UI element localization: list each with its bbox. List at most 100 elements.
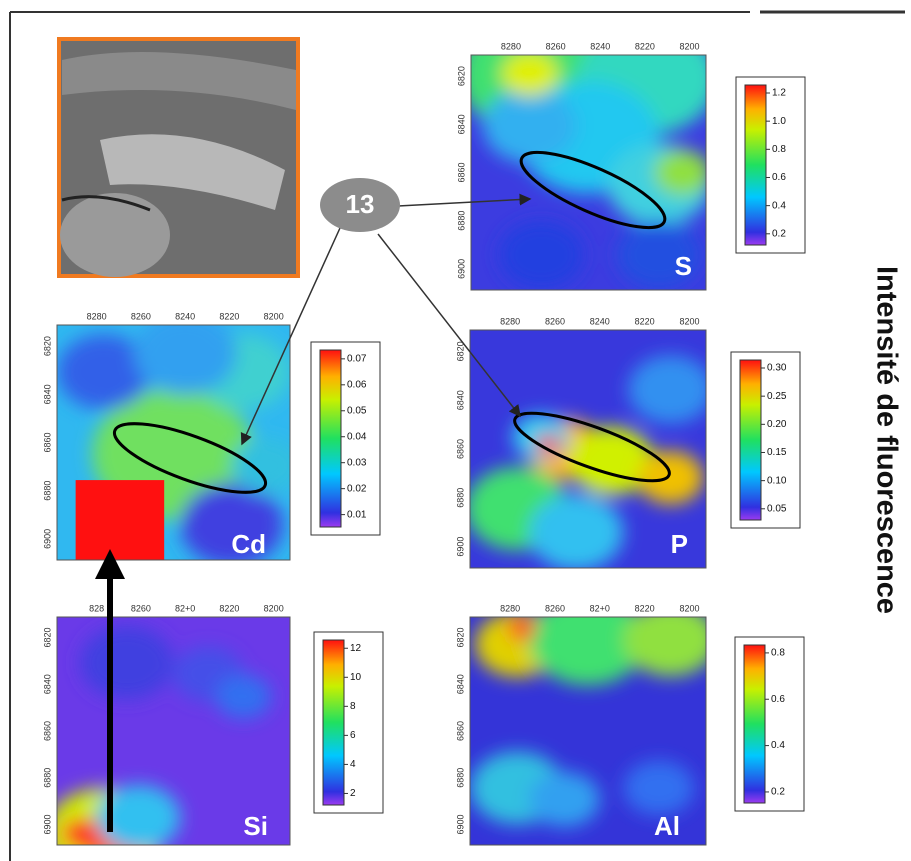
element-map: 8280 8260 8240 8220 8200 6820 6840 6860 6880 6900…	[42, 311, 381, 561]
x-tick-label: 8280	[501, 41, 521, 51]
colorbar-tick-label: 0.06	[347, 379, 367, 390]
heatmap-blob	[96, 784, 181, 845]
map-frame	[470, 54, 707, 291]
map-frame	[56, 324, 291, 561]
annotations	[95, 150, 671, 832]
y-tick-label: 6840	[455, 674, 465, 694]
colorbar-tick-label: 0.05	[767, 503, 787, 514]
heatmap-blob	[616, 220, 702, 289]
heatmap-blob	[80, 626, 174, 700]
x-tick-label: 8240	[175, 311, 195, 321]
x-tick-label: 8200	[680, 41, 700, 51]
side-title: Intensité de fluorescence	[870, 266, 902, 614]
map-label: Si	[243, 811, 268, 841]
x-tick-label: 8200	[679, 316, 699, 326]
x-tick-label: 8200	[264, 603, 284, 613]
heatmap-blob	[215, 674, 272, 719]
colorbar	[743, 644, 766, 804]
colorbar-tick-label: 0.4	[771, 740, 785, 751]
colorbar-tick-label: 0.05	[347, 405, 367, 416]
colorbar-tick-label: 6	[350, 730, 356, 741]
y-tick-label: 6880	[42, 481, 52, 501]
heatmap-blobs	[57, 626, 272, 845]
colorbar-tick-label: 0.15	[767, 447, 787, 458]
callout-label: 13	[346, 189, 375, 219]
heatmap-blob	[529, 772, 600, 827]
heatmap-blob	[529, 617, 647, 686]
element-map: 828 8260 82+0 8220 8200 6820 6840 6860 6880 6900 S…	[42, 603, 384, 846]
colorbar-tick-label: 0.30	[767, 363, 787, 374]
y-tick-label: 6860	[42, 721, 52, 741]
heatmap-blob	[482, 87, 577, 164]
element-map: 8280 8260 8240 8220 8200 6820 6840 6860 6880 6900…	[455, 316, 801, 569]
y-tick-label: 6860	[455, 721, 465, 741]
colorbar-tick-label: 0.8	[772, 144, 786, 155]
y-tick-label: 6860	[42, 432, 52, 452]
x-tick-label: 8260	[546, 41, 566, 51]
colorbar-tick-label: 10	[350, 672, 362, 683]
x-tick-label: 8260	[545, 603, 565, 613]
map-frame	[469, 616, 707, 846]
x-tick-label: 82+0	[175, 603, 195, 613]
colorbar	[744, 84, 767, 246]
heatmap-blob	[499, 220, 584, 289]
y-tick-label: 6900	[42, 814, 52, 834]
y-tick-label: 6840	[42, 384, 52, 404]
colorbar-tick-label: 12	[350, 643, 362, 654]
x-tick-label: 8220	[635, 41, 655, 51]
y-tick-label: 6900	[455, 537, 465, 557]
colorbar-tick-label: 4	[350, 759, 356, 770]
y-tick-label: 6880	[455, 488, 465, 508]
heatmap-blob	[637, 450, 704, 505]
colorbar-tick-label: 8	[350, 701, 356, 712]
y-tick-label: 6840	[456, 114, 466, 134]
map-label: S	[675, 251, 692, 281]
heatmap-blobs	[470, 617, 706, 827]
map-label: Cd	[231, 529, 266, 559]
colorbar-tick-label: 0.20	[767, 419, 787, 430]
x-tick-label: 8260	[131, 311, 151, 321]
colorbar-tick-label: 0.4	[772, 200, 786, 211]
x-tick-label: 82+0	[590, 603, 610, 613]
x-tick-label: 8240	[590, 316, 610, 326]
x-tick-label: 8280	[500, 316, 520, 326]
heatmap-blob	[61, 819, 99, 845]
colorbar-tick-label: 0.04	[347, 431, 367, 442]
x-tick-label: 8220	[635, 603, 655, 613]
colorbar-tick-label: 0.2	[771, 787, 785, 798]
heatmap	[57, 617, 290, 845]
heatmap-blob	[628, 355, 706, 424]
y-tick-label: 6900	[42, 529, 52, 549]
y-tick-label: 6900	[456, 259, 466, 279]
colorbar-tick-label: 0.07	[347, 353, 367, 364]
x-tick-label: 8200	[679, 603, 699, 613]
heatmap-blob	[180, 483, 283, 560]
x-tick-label: 8200	[264, 311, 284, 321]
x-tick-label: 828	[89, 603, 104, 613]
colorbar-tick-label: 0.01	[347, 509, 367, 520]
map-frame	[469, 329, 707, 569]
map-label: Al	[654, 811, 680, 841]
colorbar-tick-label: 0.25	[767, 391, 787, 402]
x-tick-label: 8280	[87, 311, 107, 321]
colorbar	[319, 349, 342, 528]
heatmap-blob	[623, 617, 706, 677]
x-tick-label: 8260	[131, 603, 151, 613]
micrograph	[57, 37, 300, 278]
y-tick-label: 6840	[455, 390, 465, 410]
heatmap-blob	[623, 760, 695, 816]
element-map: 8280 8260 8240 8220 8200 6820 6840 6860 6880 6900…	[456, 41, 806, 291]
colorbar-tick-label: 0.02	[347, 483, 367, 494]
heatmap-hotspot	[75, 480, 165, 560]
colorbar	[739, 359, 762, 521]
heatmap-blob	[57, 334, 151, 410]
colorbar-tick-label: 0.6	[771, 694, 785, 705]
y-tick-label: 6820	[456, 66, 466, 86]
heatmap-blob	[133, 325, 237, 395]
colorbar-tick-label: 0.2	[772, 228, 786, 239]
heatmap-blob	[654, 149, 706, 196]
heatmap	[471, 55, 706, 290]
colorbar-tick-label: 1.2	[772, 88, 786, 99]
heatmap-blob	[529, 494, 624, 568]
